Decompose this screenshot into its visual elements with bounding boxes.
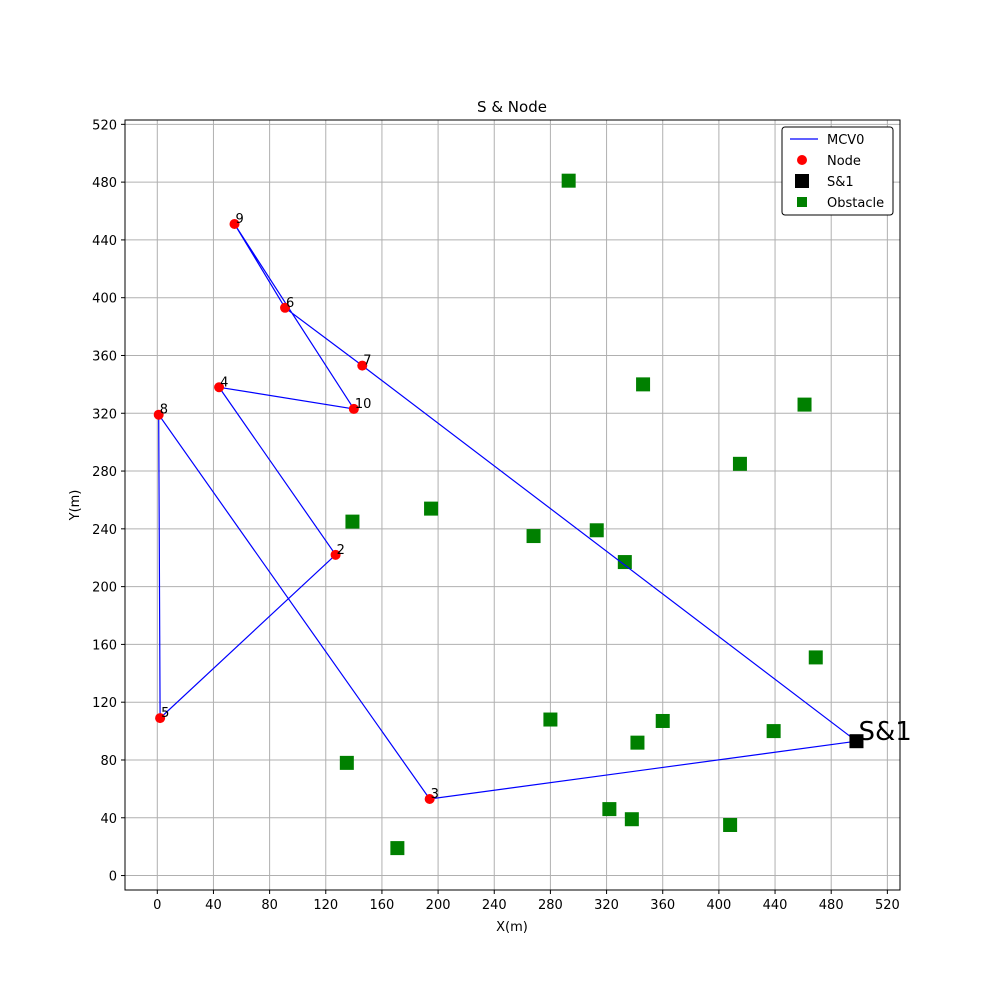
obstacle-marker [390,841,405,856]
node-marker [357,360,368,371]
legend-label: Obstacle [827,196,884,211]
node-label: 9 [236,212,244,227]
y-tick-label: 440 [92,234,117,249]
node-marker [214,382,225,393]
node-marker [424,793,435,804]
node-series: 2 3 4 5 6 7 8 9 10 [153,212,439,804]
obstacle-marker [589,523,604,538]
x-tick-label: 160 [370,898,395,913]
x-tick-label: 40 [205,898,222,913]
obstacle-marker [797,397,812,412]
y-tick-label: 40 [100,812,117,827]
x-tick-label: 120 [313,898,338,913]
y-tick-label: 360 [92,349,117,364]
legend-label: MCV0 [827,133,864,148]
legend-label: S&1 [827,175,854,190]
obstacle-marker [345,514,360,529]
y-tick-label: 400 [92,292,117,307]
node-label: 5 [161,706,169,721]
y-tick-label: 160 [92,638,117,653]
obstacle-marker [543,712,558,727]
x-tick-label: 80 [261,898,278,913]
chart-title: S & Node [477,98,547,116]
legend-label: Node [827,154,861,169]
node-label: 4 [220,375,228,390]
legend-marker [795,174,809,188]
obstacle-marker [424,501,439,516]
obstacle-marker [561,173,576,188]
y-tick-label: 120 [92,696,117,711]
obstacle-marker [766,724,781,739]
obstacle-marker [655,713,670,728]
x-tick-label: 400 [706,898,731,913]
station-series: S&1 [849,717,912,749]
legend-box [781,126,894,216]
node-label: 8 [160,403,168,418]
obstacle-marker [636,377,651,392]
obstacle-marker [339,755,354,770]
obstacle-marker [617,555,632,570]
y-tick-label: 240 [92,523,117,538]
obstacle-marker [723,817,738,832]
x-tick-label: 280 [538,898,563,913]
x-tick-label: 440 [763,898,788,913]
obstacle-marker [602,802,617,817]
y-tick-label: 520 [92,118,117,133]
node-label: 3 [431,787,439,802]
obstacle-marker [732,456,747,471]
node-label: 10 [355,397,372,412]
y-tick-label: 0 [109,870,117,885]
node-label: 7 [363,354,371,369]
legend-marker [797,155,807,165]
x-tick-label: 480 [819,898,844,913]
station-marker [849,734,864,749]
y-tick-label: 280 [92,465,117,480]
x-tick-label: 0 [153,898,161,913]
grid [125,120,900,890]
y-tick-label: 80 [100,754,117,769]
y-tick-label: 480 [92,176,117,191]
x-tick-label: 240 [482,898,507,913]
obstacle-series [339,156,823,856]
node-label: 2 [337,543,345,558]
legend-marker [797,197,807,207]
y-axis-label: Y(m) [68,490,83,522]
obstacle-marker [808,650,823,665]
x-axis-ticks: 0 40 80 120 160 200 240 280 320 360 400 440 480 520 [153,890,900,913]
obstacle-marker [526,529,541,544]
legend: MCV0 Node S&1 Obstacle [781,126,894,216]
node-label: 6 [286,296,294,311]
x-tick-label: 200 [426,898,451,913]
node-marker [229,219,240,230]
node-marker [153,409,164,420]
x-tick-label: 360 [650,898,675,913]
obstacle-marker [624,812,639,827]
obstacle-marker [630,735,645,750]
y-tick-label: 200 [92,581,117,596]
node-marker [348,403,359,414]
node-marker [280,302,291,313]
node-marker [155,713,166,724]
y-tick-label: 320 [92,407,117,422]
x-tick-label: 520 [875,898,900,913]
station-label: S&1 [858,717,911,747]
node-marker [330,549,341,560]
plot-frame [124,119,901,891]
y-axis-ticks: 0 40 80 120 160 200 240 280 320 360 400 440 480 520 [92,118,125,885]
x-tick-label: 320 [594,898,619,913]
x-axis-label: X(m) [496,920,528,935]
